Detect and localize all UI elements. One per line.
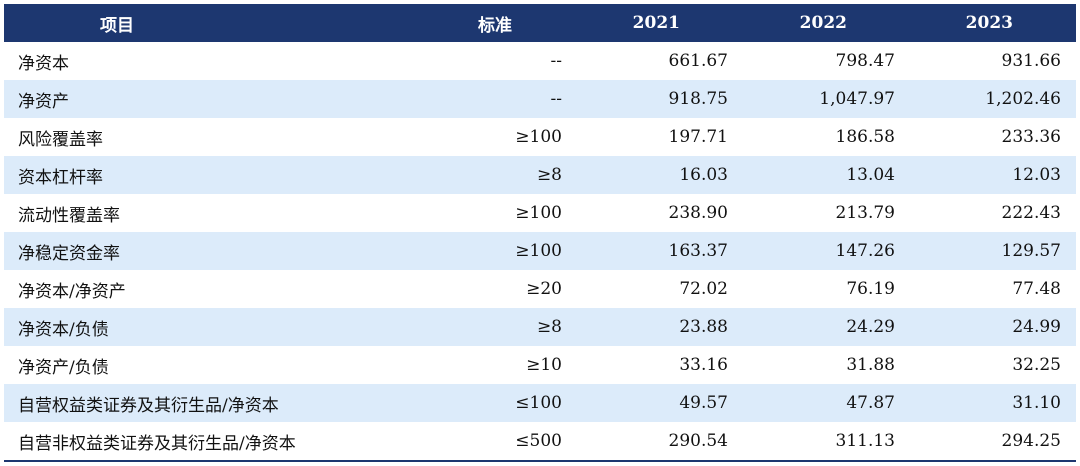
- table-row: 净资产/负债 ≥10 33.16 31.88 32.25: [4, 346, 1076, 384]
- cell-2022: 147.26: [835, 241, 895, 261]
- header-2021: 2021: [632, 13, 680, 33]
- cell-standard: --: [550, 89, 563, 109]
- cell-2021: 49.57: [679, 393, 728, 413]
- cell-2021: 661.67: [668, 51, 728, 71]
- cell-standard: ≥100: [515, 203, 562, 223]
- cell-2022: 24.29: [846, 317, 895, 337]
- cell-2021: 163.37: [668, 241, 728, 261]
- cell-2022: 76.19: [846, 279, 895, 299]
- header-2022: 2022: [799, 13, 847, 33]
- cell-standard: ≥8: [536, 165, 562, 185]
- cell-2023: 129.57: [1001, 241, 1061, 261]
- header-2023: 2023: [965, 13, 1013, 33]
- cell-2021: 918.75: [668, 89, 728, 109]
- cell-standard: ≥100: [515, 127, 562, 147]
- cell-item: 流动性覆盖率: [18, 205, 120, 226]
- table-row: 资本杠杆率 ≥8 16.03 13.04 12.03: [4, 156, 1076, 194]
- cell-item: 净资本/负债: [18, 319, 109, 340]
- cell-2022: 13.04: [846, 165, 895, 185]
- table-row: 净稳定资金率 ≥100 163.37 147.26 129.57: [4, 232, 1076, 270]
- table-row: 流动性覆盖率 ≥100 238.90 213.79 222.43: [4, 194, 1076, 232]
- cell-item: 净稳定资金率: [18, 243, 120, 264]
- cell-item: 净资本/净资产: [18, 281, 126, 302]
- cell-2023: 12.03: [1012, 165, 1061, 185]
- cell-2022: 186.58: [835, 127, 895, 147]
- cell-2023: 931.66: [1001, 51, 1061, 71]
- cell-2023: 294.25: [1001, 431, 1061, 451]
- table-row: 净资产 -- 918.75 1,047.97 1,202.46: [4, 80, 1076, 118]
- cell-2022: 798.47: [835, 51, 895, 71]
- table-row: 净资本/净资产 ≥20 72.02 76.19 77.48: [4, 270, 1076, 308]
- cell-standard: ≤500: [515, 431, 562, 451]
- cell-item: 净资本: [18, 53, 69, 74]
- cell-item: 风险覆盖率: [18, 129, 103, 150]
- cell-item: 自营权益类证券及其衍生品/净资本: [18, 395, 279, 416]
- cell-item: 净资产/负债: [18, 357, 109, 378]
- cell-2023: 32.25: [1012, 355, 1061, 375]
- cell-2023: 24.99: [1012, 317, 1061, 337]
- cell-2021: 33.16: [679, 355, 728, 375]
- cell-standard: --: [550, 51, 563, 71]
- header-item: 项目: [100, 15, 134, 36]
- cell-item: 资本杠杆率: [18, 167, 103, 188]
- table-row: 风险覆盖率 ≥100 197.71 186.58 233.36: [4, 118, 1076, 156]
- table-body: 净资本 -- 661.67 798.47 931.66 净资产 -- 918.75 1,047.…: [4, 42, 1076, 460]
- risk-indicator-table: 项目 标准 2021 2022 2023 净资本 -- 661.67 798.47 93…: [4, 4, 1076, 460]
- cell-2023: 31.10: [1012, 393, 1061, 413]
- cell-2021: 238.90: [668, 203, 728, 223]
- cell-2023: 77.48: [1012, 279, 1061, 299]
- cell-2022: 213.79: [835, 203, 895, 223]
- cell-2022: 1,047.97: [819, 89, 895, 109]
- cell-2021: 197.71: [668, 127, 728, 147]
- cell-standard: ≥8: [536, 317, 562, 337]
- cell-2021: 23.88: [679, 317, 728, 337]
- header-standard: 标准: [478, 15, 512, 36]
- table-row: 自营非权益类证券及其衍生品/净资本 ≤500 290.54 311.13 294.25: [4, 422, 1076, 460]
- cell-2023: 1,202.46: [985, 89, 1061, 109]
- cell-standard: ≤100: [515, 393, 562, 413]
- cell-2022: 47.87: [846, 393, 895, 413]
- cell-2021: 72.02: [679, 279, 728, 299]
- cell-standard: ≥20: [526, 279, 562, 299]
- cell-standard: ≥100: [515, 241, 562, 261]
- table-bottom-rule: [4, 460, 1076, 462]
- cell-standard: ≥10: [526, 355, 562, 375]
- cell-item: 净资产: [18, 91, 69, 112]
- cell-2023: 233.36: [1001, 127, 1061, 147]
- cell-2023: 222.43: [1001, 203, 1061, 223]
- cell-2022: 31.88: [846, 355, 895, 375]
- cell-2021: 16.03: [679, 165, 728, 185]
- cell-item: 自营非权益类证券及其衍生品/净资本: [18, 433, 296, 454]
- cell-2021: 290.54: [668, 431, 728, 451]
- table-header-row: 项目 标准 2021 2022 2023: [4, 4, 1076, 42]
- cell-2022: 311.13: [835, 431, 895, 451]
- table-row: 净资本 -- 661.67 798.47 931.66: [4, 42, 1076, 80]
- table-row: 自营权益类证券及其衍生品/净资本 ≤100 49.57 47.87 31.10: [4, 384, 1076, 422]
- table-row: 净资本/负债 ≥8 23.88 24.29 24.99: [4, 308, 1076, 346]
